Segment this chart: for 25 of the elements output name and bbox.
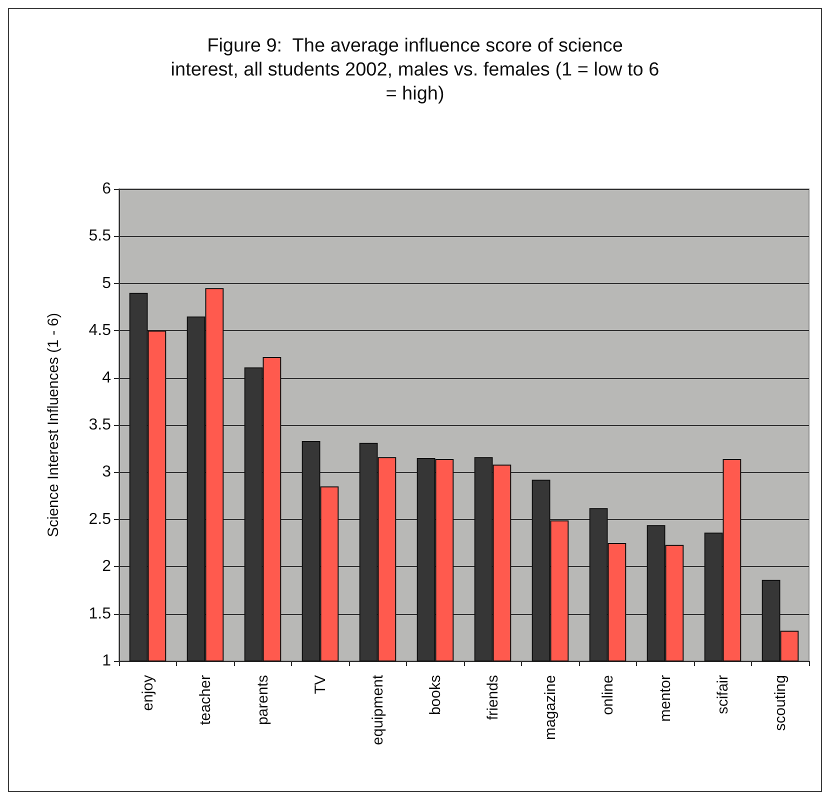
y-tick-label: 3.5 (88, 416, 112, 434)
y-tick-label: 2.5 (88, 510, 112, 528)
y-tick-label: 5.5 (88, 228, 112, 245)
y-axis-title: Science Interest Influences (1 - 6) (45, 312, 62, 538)
y-tick-label: 5 (102, 274, 112, 292)
chart-title: Figure 9: The average influence score of science interest, all students 2002, males vs. females (1 = low to 6 = high) (170, 36, 660, 104)
y-tick-label: 4.5 (88, 322, 112, 340)
y-tick-label: 1 (102, 652, 112, 670)
x-tick-label: friends (484, 675, 502, 720)
y-tick-label: 2 (102, 558, 112, 576)
x-tick-label: online (599, 675, 616, 716)
x-tick-label: magazine (542, 675, 559, 740)
x-tick-label: books (426, 675, 444, 716)
y-tick-label: 1.5 (88, 605, 112, 622)
x-tick-label: scouting (772, 675, 789, 731)
x-tick-label: mentor (656, 675, 674, 722)
y-tick-label: 6 (102, 180, 112, 198)
y-tick-label: 4 (102, 369, 112, 386)
x-tick-label: enjoy (139, 674, 156, 711)
x-tick-label: TV (312, 675, 329, 694)
x-tick-label: teacher (196, 675, 214, 726)
x-tick-label: scifair (714, 674, 732, 714)
y-tick-label: 3 (102, 464, 112, 481)
x-tick-label: equipment (369, 674, 386, 746)
x-tick-label: parents (254, 675, 272, 726)
